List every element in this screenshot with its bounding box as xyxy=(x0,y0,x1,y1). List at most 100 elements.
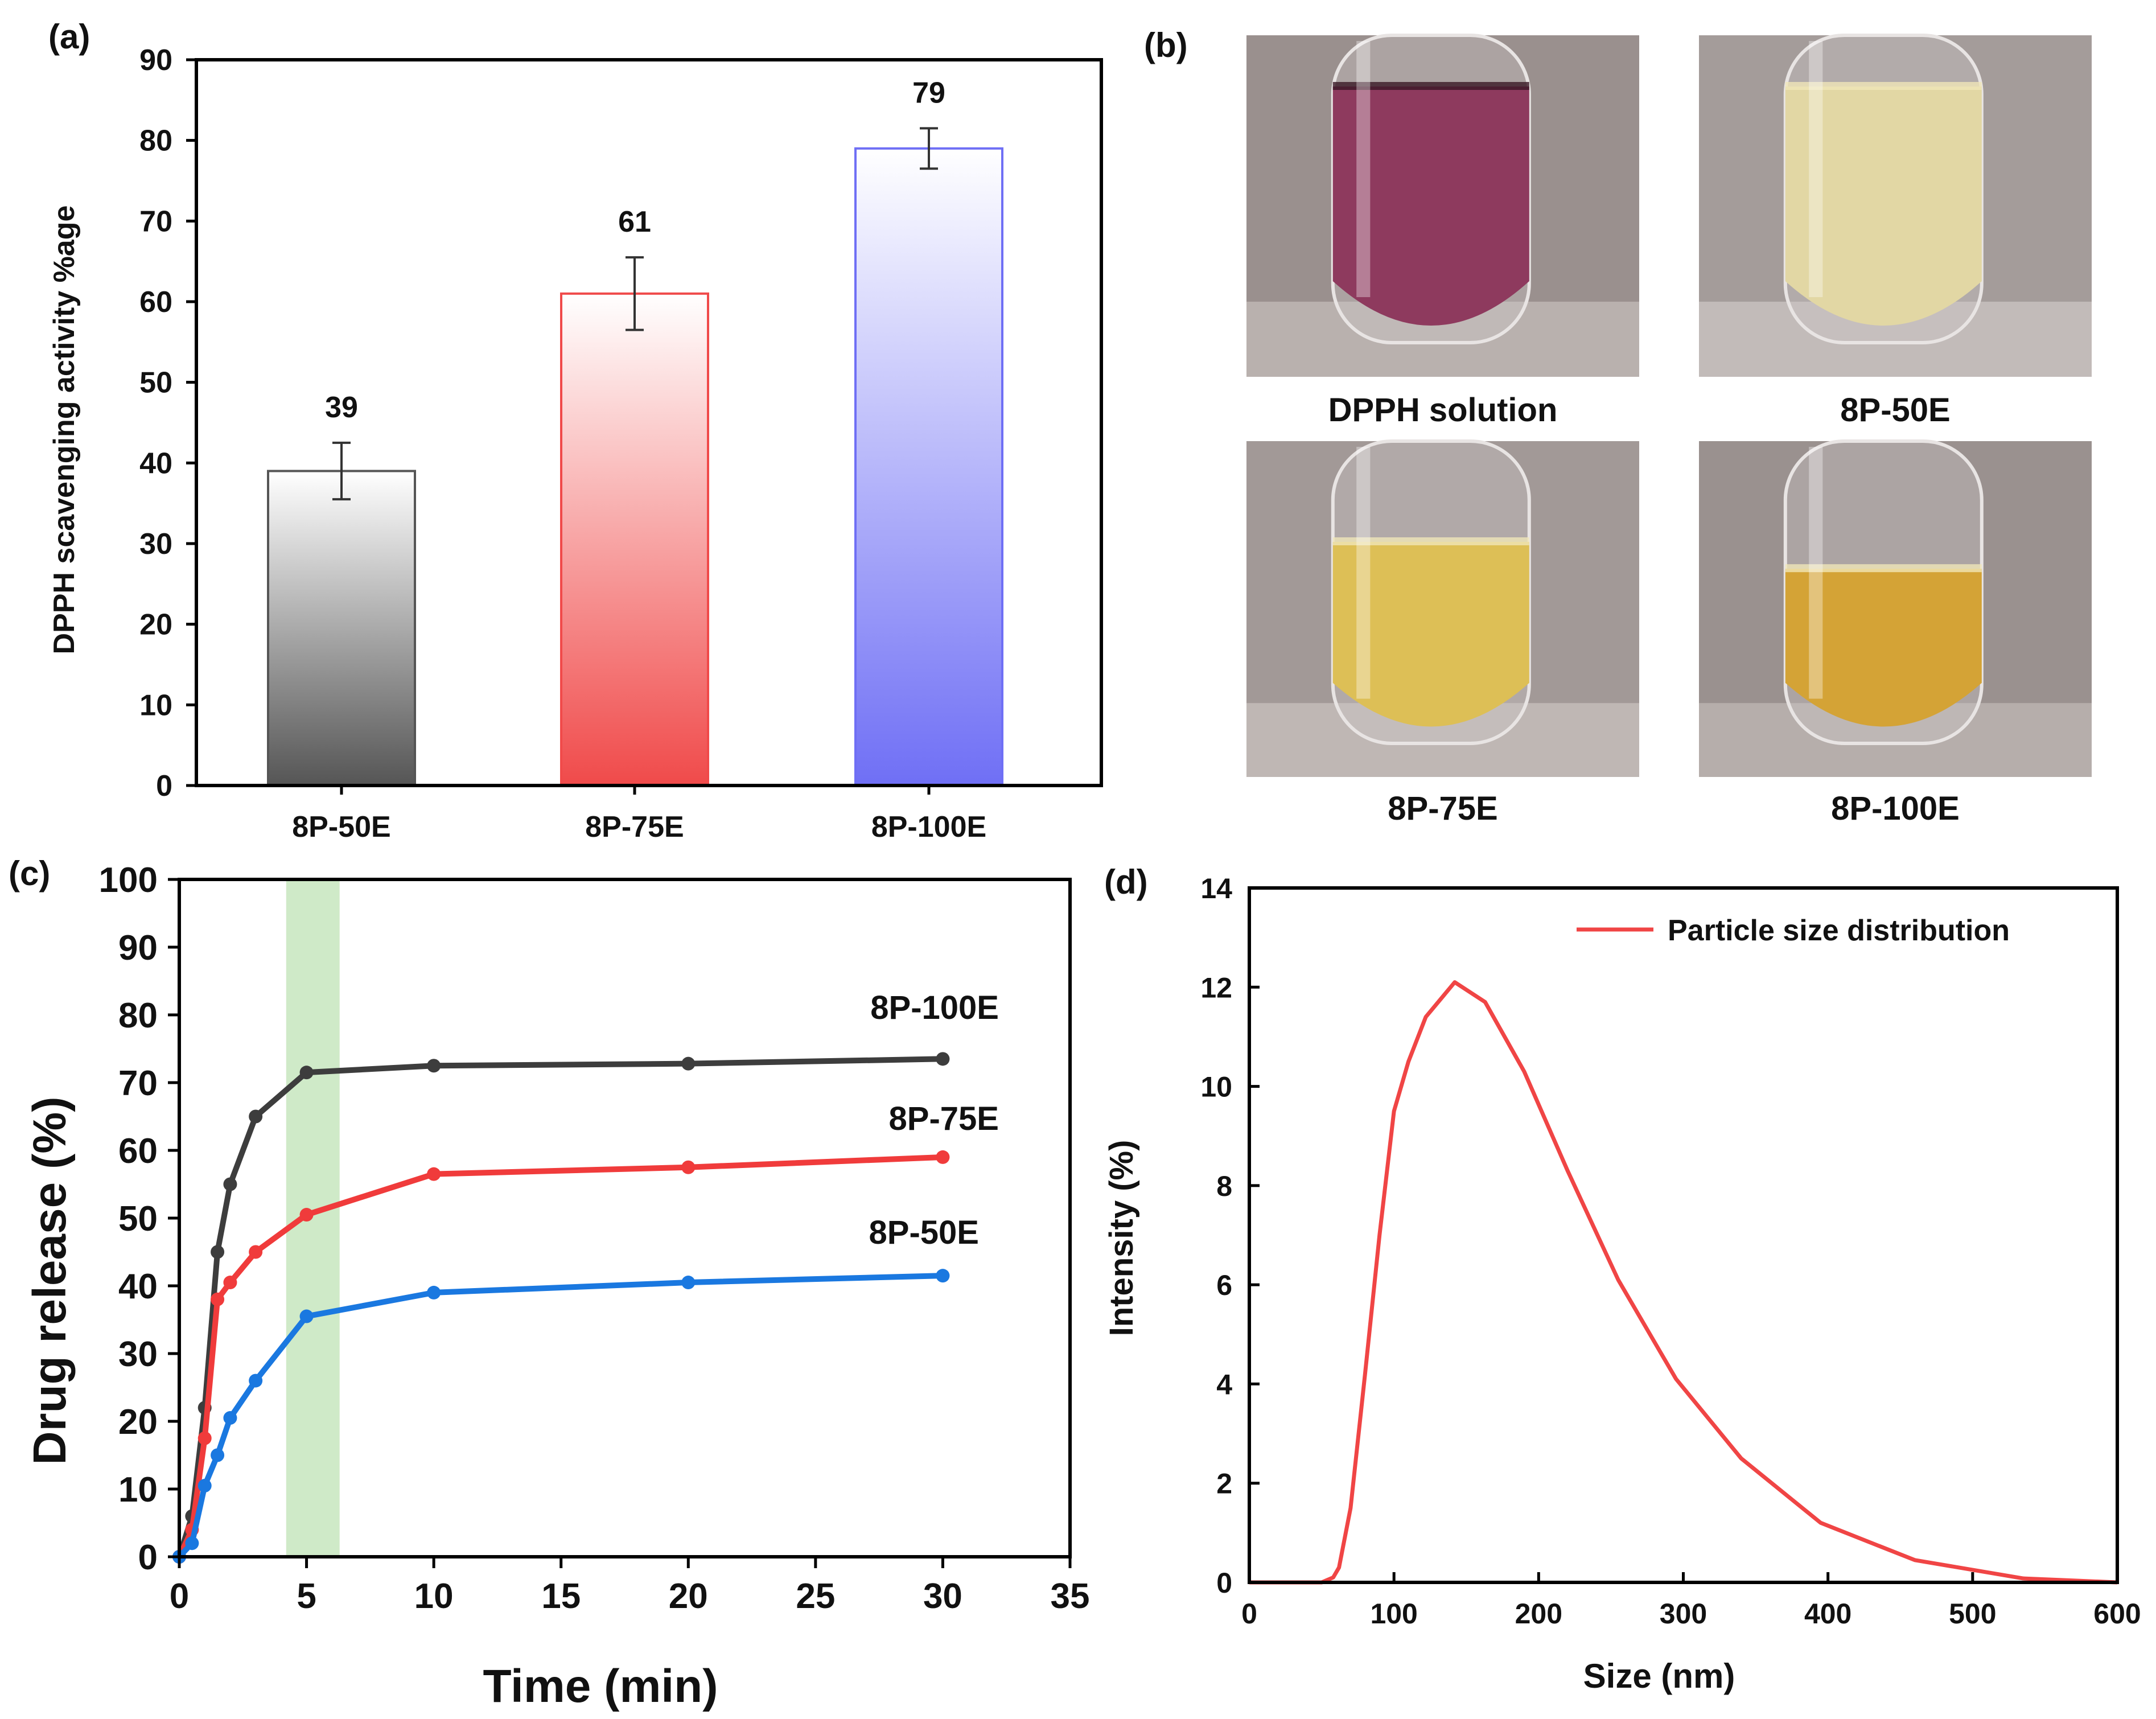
chart-c-x-ticks: 0 5 10 15 20 25 30 35 xyxy=(170,1557,1090,1616)
y-tick-label-70: 70 xyxy=(118,1064,158,1103)
vial-label-4: 8P-100E xyxy=(1831,790,1960,827)
vial-photo-1 xyxy=(1246,34,1639,377)
chart-d-legend: Particle size distribution xyxy=(1577,914,2010,947)
tube-liquid xyxy=(1785,87,1982,326)
chart-c-series-labels: 8P-100E 8P-75E 8P-50E xyxy=(869,989,999,1251)
bar-8P-100E xyxy=(854,147,1003,787)
y-tick-label-30: 30 xyxy=(118,1335,158,1374)
data-label-8P-50E: 39 xyxy=(325,391,358,424)
y-tick-label-30: 30 xyxy=(139,528,172,561)
liquid-meniscus xyxy=(1785,82,1982,90)
y-tick-label-0: 0 xyxy=(156,770,172,803)
tube-liquid xyxy=(1332,87,1529,326)
chart-d-ylabel: Intensity (%) xyxy=(1103,1140,1140,1336)
glass-highlight xyxy=(1809,41,1823,297)
y-tick-label-10: 10 xyxy=(139,689,172,722)
tube-liquid xyxy=(1785,569,1982,727)
x-tick-label-8P-50E: 8P-50E xyxy=(292,811,390,844)
liquid-meniscus xyxy=(1332,82,1529,90)
x-tick-label-600: 600 xyxy=(2093,1598,2141,1630)
x-tick-label-35: 35 xyxy=(1051,1577,1090,1616)
series-point-8P-50E-4 xyxy=(223,1411,237,1425)
bar-8P-50E xyxy=(267,470,416,787)
x-tick-label-8P-75E: 8P-75E xyxy=(585,811,684,844)
y-tick-label-50: 50 xyxy=(139,367,172,400)
y-tick-label-100: 100 xyxy=(99,861,158,900)
y-tick-label-80: 80 xyxy=(139,125,172,158)
chart-a-x-ticks: 8P-50E 8P-75E 8P-100E xyxy=(292,786,986,844)
data-label-8P-100E: 79 xyxy=(912,76,945,109)
x-tick-label-20: 20 xyxy=(669,1577,708,1616)
chart-d-xlabel: Size (nm) xyxy=(1583,1657,1735,1695)
panel-d-letter: (d) xyxy=(1104,863,1148,901)
chart-d-series xyxy=(1249,980,2118,1585)
chart-c-xlabel: Time (min) xyxy=(483,1660,718,1712)
y-tick-label-80: 80 xyxy=(118,996,158,1035)
y-tick-label-8: 8 xyxy=(1216,1170,1232,1202)
chart-c-highlight-band xyxy=(286,879,340,1557)
series-point-8P-50E-7 xyxy=(427,1285,441,1299)
series-point-8P-100E-4 xyxy=(223,1177,237,1191)
y-tick-label-90: 90 xyxy=(139,44,172,77)
x-tick-label-300: 300 xyxy=(1660,1598,1707,1630)
liquid-meniscus xyxy=(1785,564,1982,573)
series-point-8P-75E-9 xyxy=(936,1150,950,1164)
series-point-8P-50E-8 xyxy=(681,1276,696,1290)
x-tick-label-8P-100E: 8P-100E xyxy=(871,811,986,844)
series-line-particle-size xyxy=(1249,980,2118,1585)
y-tick-label-40: 40 xyxy=(118,1267,158,1306)
liquid-meniscus xyxy=(1332,537,1529,545)
y-tick-label-10: 10 xyxy=(118,1470,158,1510)
y-tick-label-70: 70 xyxy=(139,205,172,238)
series-line-8P-50E xyxy=(177,1273,943,1559)
vial-label-3: 8P-75E xyxy=(1388,790,1497,827)
x-tick-label-200: 200 xyxy=(1515,1598,1562,1630)
y-tick-label-40: 40 xyxy=(139,447,172,480)
vial-photo-2 xyxy=(1699,34,2092,377)
series-point-8P-75E-7 xyxy=(427,1167,441,1181)
series-point-8P-50E-5 xyxy=(249,1373,263,1388)
chart-a-data-labels: 39 61 79 xyxy=(325,76,945,424)
chart-a-y-ticks: 0 10 20 30 40 50 60 70 80 90 xyxy=(139,44,196,803)
glass-highlight xyxy=(1809,447,1823,699)
series-point-8P-100E-7 xyxy=(427,1059,441,1073)
series-label-8P-50E: 8P-50E xyxy=(869,1214,979,1251)
x-tick-label-100: 100 xyxy=(1370,1598,1417,1630)
x-tick-label-0: 0 xyxy=(1241,1598,1257,1630)
series-point-8P-100E-5 xyxy=(249,1109,263,1124)
vial-label-1: DPPH solution xyxy=(1328,392,1558,429)
vial-photo-3 xyxy=(1246,439,1639,777)
x-tick-label-5: 5 xyxy=(297,1577,316,1616)
tube-liquid xyxy=(1332,542,1529,727)
y-tick-label-90: 90 xyxy=(118,928,158,968)
series-point-8P-75E-4 xyxy=(223,1276,237,1290)
y-tick-label-20: 20 xyxy=(139,608,172,641)
y-tick-label-6: 6 xyxy=(1216,1269,1232,1301)
series-label-8P-100E: 8P-100E xyxy=(870,989,999,1026)
series-point-8P-50E-9 xyxy=(936,1269,950,1283)
series-point-8P-75E-3 xyxy=(211,1292,225,1306)
series-point-8P-50E-2 xyxy=(198,1479,212,1493)
panel-b-photos: (b) DPPH solution 8P-50E 8P-75E 8P-100E xyxy=(1144,26,2092,827)
x-tick-label-25: 25 xyxy=(796,1577,835,1616)
chart-a-bars xyxy=(267,147,1003,787)
bar-8P-75E xyxy=(560,292,709,787)
y-tick-label-60: 60 xyxy=(139,286,172,319)
y-tick-label-14: 14 xyxy=(1200,873,1232,904)
vial-photo-4 xyxy=(1699,439,2092,777)
vial-label-2: 8P-50E xyxy=(1840,392,1950,429)
y-tick-label-12: 12 xyxy=(1200,972,1232,1004)
glass-highlight xyxy=(1356,41,1371,297)
y-tick-label-4: 4 xyxy=(1216,1368,1232,1400)
series-point-8P-75E-5 xyxy=(249,1245,263,1259)
series-line-8P-100E xyxy=(176,1056,943,1558)
x-tick-label-500: 500 xyxy=(1949,1598,1996,1630)
series-label-8P-75E: 8P-75E xyxy=(889,1100,999,1137)
chart-c-y-ticks: 0 10 20 30 40 50 60 70 80 90 100 xyxy=(99,861,179,1577)
y-tick-label-20: 20 xyxy=(118,1403,158,1442)
x-tick-label-0: 0 xyxy=(170,1577,189,1616)
x-tick-label-400: 400 xyxy=(1804,1598,1851,1630)
x-tick-label-30: 30 xyxy=(923,1577,962,1616)
y-tick-label-2: 2 xyxy=(1216,1468,1232,1500)
chart-d-x-ticks: 0 100 200 300 400 500 600 xyxy=(1241,1572,2141,1630)
